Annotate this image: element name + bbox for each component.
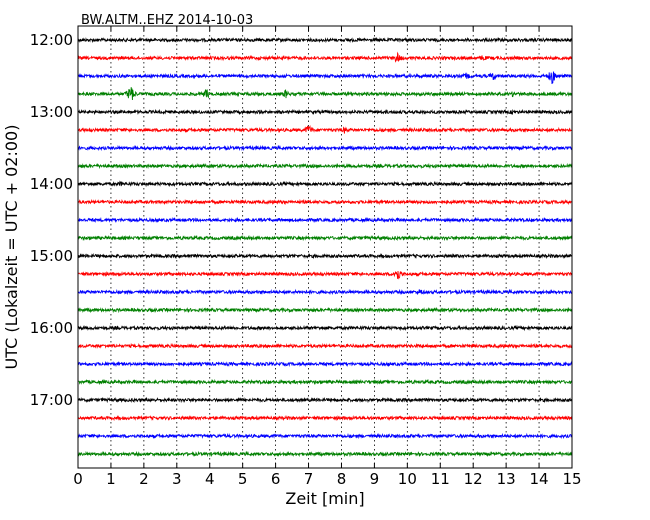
trace-1245 [77,87,573,100]
plot-frame [77,25,573,469]
trace-1330 [77,144,573,152]
x-tick-label: 15 [562,470,581,488]
x-axis: 0 1 2 3 4 5 6 7 8 9 10 11 12 13 14 15 [73,26,582,488]
trace-1545 [77,306,573,314]
trace-1615 [77,342,573,350]
x-tick-label: 2 [139,470,149,488]
x-tick-label: 1 [106,470,116,488]
x-axis-label: Zeit [min] [285,489,364,508]
y-axis-label: UTC (Lokalzeit = UTC + 02:00) [2,125,21,370]
x-tick-label: 3 [172,470,182,488]
x-tick-label: 10 [398,470,417,488]
trace-1530 [77,288,573,296]
x-tick-label: 14 [530,470,549,488]
x-tick-label: 0 [73,470,83,488]
trace-1445 [77,234,573,242]
x-tick-label: 5 [238,470,248,488]
y-tick-label: 15:00 [30,247,73,265]
trace-1730 [77,432,573,440]
y-tick-label: 13:00 [30,103,73,121]
grid-lines [110,26,540,468]
trace-1745 [77,450,573,458]
trace-1230 [77,71,573,85]
y-tick-label: 17:00 [30,391,73,409]
x-tick-label: 6 [271,470,281,488]
trace-1315 [77,125,573,134]
trace-1715 [77,414,573,422]
trace-1500 [77,252,573,260]
trace-1515 [77,270,573,280]
y-axis: 12:00 13:00 14:00 15:00 16:00 17:00 [30,31,572,409]
chart-title: BW.ALTM..EHZ 2014-10-03 [81,13,253,28]
trace-1430 [77,216,573,224]
trace-1630 [77,360,573,368]
x-tick-label: 11 [431,470,450,488]
trace-1700 [77,396,573,404]
trace-1415 [77,198,573,206]
y-tick-label: 14:00 [30,175,73,193]
trace-1300 [77,108,573,116]
x-tick-label: 4 [205,470,215,488]
trace-group [77,36,573,458]
x-tick-label: 12 [464,470,483,488]
x-tick-label: 9 [370,470,380,488]
y-tick-label: 16:00 [30,319,73,337]
trace-1645 [77,378,573,386]
x-tick-label: 7 [304,470,314,488]
trace-1600 [77,324,573,332]
x-tick-label: 8 [337,470,347,488]
trace-1345 [77,162,573,170]
x-tick-label: 13 [497,470,516,488]
trace-1400 [77,180,573,188]
y-tick-label: 12:00 [30,31,73,49]
trace-1215 [77,51,573,63]
trace-1200 [77,36,573,44]
